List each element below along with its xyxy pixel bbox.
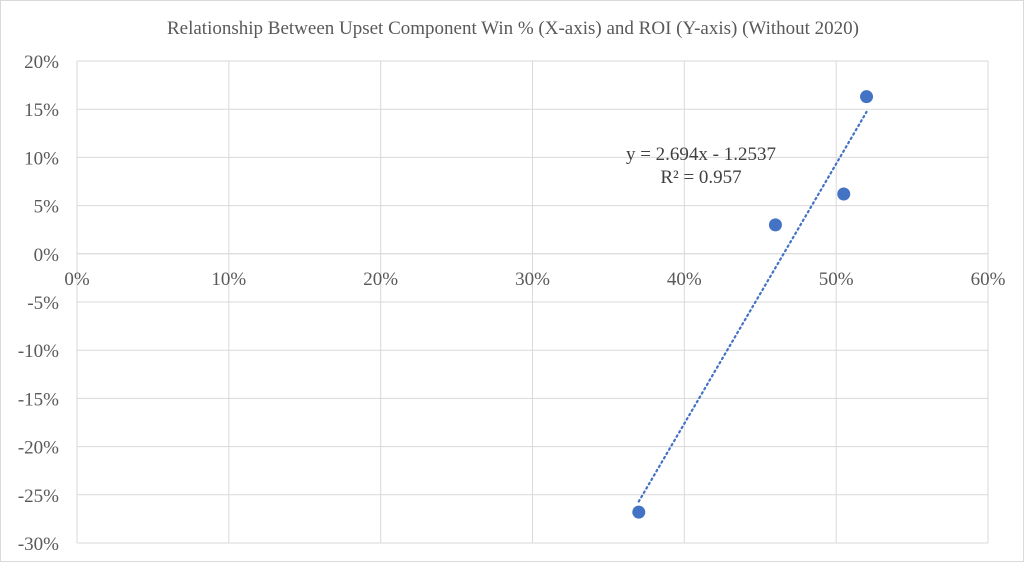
y-tick-label: -15% (18, 389, 59, 410)
trendline-layer (637, 110, 868, 503)
y-tick-label: -5% (27, 293, 59, 314)
data-point (860, 90, 874, 104)
x-tick-label: 60% (971, 269, 1006, 290)
y-tick-label: -10% (18, 341, 59, 362)
x-tick-label: 0% (64, 269, 90, 290)
grid-layer (76, 60, 989, 544)
y-tick-label: -25% (18, 486, 59, 507)
tick-labels: 20%15%10%5%0%-5%-10%-15%-20%-25%-30%0% 10… (18, 52, 1006, 555)
y-tick-label: 0% (34, 245, 60, 266)
data-points (632, 90, 874, 519)
y-tick-label: 5% (34, 197, 60, 218)
data-point (768, 218, 782, 232)
y-tick-label: 20% (24, 52, 59, 73)
y-tick-label: -20% (18, 438, 59, 459)
x-tick-label: 30% (515, 269, 550, 290)
x-tick-label: 50% (819, 269, 854, 290)
x-tick-label: 40% (667, 269, 702, 290)
y-tick-label: -30% (18, 534, 59, 555)
y-tick-label: 15% (24, 100, 59, 121)
y-tick-label: 10% (24, 148, 59, 169)
trendline (637, 110, 868, 503)
trendline-equation: y = 2.694x - 1.2537 R² = 0.957 (626, 144, 776, 188)
trendline-r2-label: R² = 0.957 (660, 167, 741, 188)
data-point (632, 505, 646, 519)
chart-title: Relationship Between Upset Component Win… (167, 18, 859, 39)
data-point (837, 187, 851, 201)
x-tick-label: 10% (211, 269, 246, 290)
x-tick-label: 20% (363, 269, 398, 290)
trendline-equation-label: y = 2.694x - 1.2537 (626, 144, 776, 165)
